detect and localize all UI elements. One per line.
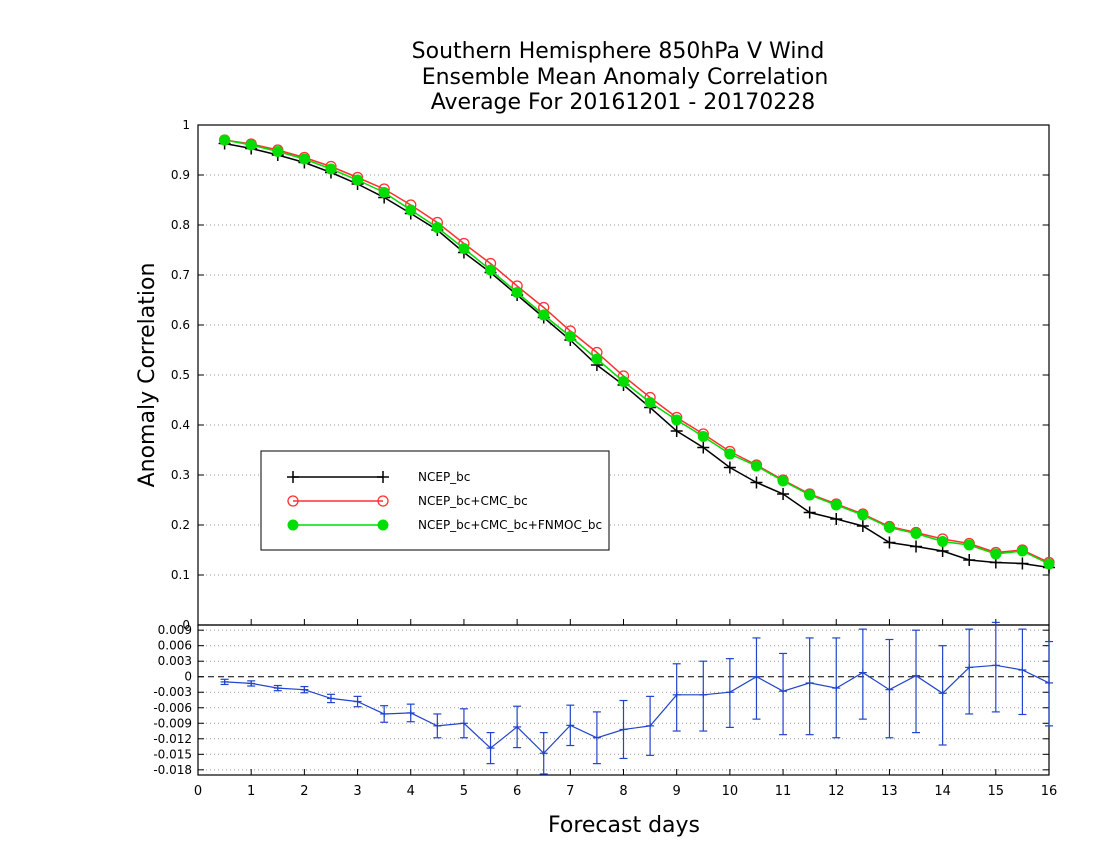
y-tick-label: 0.1 — [171, 568, 190, 582]
x-tick-label: 16 — [1041, 784, 1058, 799]
data-point — [750, 460, 762, 472]
y-tick-label: 0.7 — [171, 268, 190, 282]
data-point — [1016, 545, 1028, 557]
y-tick-label: 0.006 — [158, 639, 192, 653]
data-point — [857, 509, 869, 521]
data-point — [245, 139, 257, 151]
data-point — [538, 309, 550, 321]
legend-marker — [287, 495, 299, 507]
data-point — [777, 475, 789, 487]
data-point — [990, 548, 1002, 560]
data-point — [405, 204, 417, 216]
x-tick-label: 0 — [194, 784, 202, 799]
data-point — [591, 353, 603, 365]
x-axis-label: Forecast days — [548, 813, 700, 838]
legend-marker — [287, 519, 299, 531]
x-tick-label: 8 — [619, 784, 627, 799]
data-point — [352, 174, 364, 186]
legend-marker — [377, 519, 389, 531]
y-tick-label: 0.9 — [171, 168, 190, 182]
data-point — [219, 134, 231, 146]
y-tick-label: 0.5 — [171, 368, 190, 382]
chart-title-line-3: Average For 20161201 - 20170228 — [431, 90, 816, 115]
legend-label: NCEP_bc+CMC_bc+FNMOC_bc — [418, 518, 602, 532]
x-tick-label: 1 — [247, 784, 255, 799]
x-tick-label: 14 — [934, 784, 951, 799]
data-point — [671, 414, 683, 426]
data-point — [883, 522, 895, 533]
data-point — [325, 163, 337, 175]
data-point — [963, 539, 975, 551]
data-point — [910, 528, 922, 539]
x-tick-label: 10 — [722, 784, 739, 799]
data-point — [431, 222, 443, 233]
data-point — [1043, 558, 1055, 570]
y-tick-label: -0.003 — [153, 685, 192, 699]
data-point — [298, 153, 310, 165]
y-tick-label: 0 — [182, 618, 190, 632]
y-tick-label: 1 — [182, 118, 190, 132]
x-tick-label: 6 — [513, 784, 521, 799]
data-point — [458, 243, 470, 254]
y-tick-label: 0.8 — [171, 218, 190, 232]
x-tick-label: 7 — [566, 784, 574, 799]
data-point — [697, 431, 709, 442]
data-point — [724, 448, 736, 460]
y-tick-label: 0.2 — [171, 518, 190, 532]
chart-title-line-1: Southern Hemisphere 850hPa V Wind — [412, 39, 825, 64]
x-tick-label: 2 — [300, 784, 308, 799]
data-point — [644, 397, 656, 408]
data-point — [485, 264, 497, 276]
y-tick-label: -0.012 — [153, 732, 192, 746]
data-point — [272, 146, 284, 157]
y-tick-label: 0.009 — [158, 623, 192, 637]
x-tick-label: 15 — [988, 784, 1005, 799]
y-tick-label: 0 — [184, 670, 192, 684]
data-point — [937, 536, 949, 547]
data-point — [564, 331, 576, 342]
x-tick-label: 3 — [353, 784, 361, 799]
data-point — [511, 287, 523, 298]
legend-marker — [377, 495, 389, 507]
x-tick-label: 9 — [673, 784, 681, 799]
x-tick-label: 12 — [828, 784, 845, 799]
y-tick-label: 0.6 — [171, 318, 190, 332]
x-tick-label: 13 — [881, 784, 898, 799]
plot-area: 0.1 0.2 0.3 0.4 0.5 0.6 0.7 0.8 0.9 1 0.009 0.0060.… — [153, 118, 1057, 799]
data-point — [378, 187, 390, 198]
difference-line — [224, 664, 1050, 755]
x-tick-label: 11 — [775, 784, 792, 799]
y-tick-label: -0.006 — [153, 701, 192, 715]
y-tick-label: 0.4 — [171, 418, 190, 432]
data-point — [618, 376, 629, 387]
x-tick-label: 4 — [407, 784, 415, 799]
chart-title-line-2: Ensemble Mean Anomaly Correlation — [422, 65, 829, 90]
y-tick-label: 0.3 — [171, 468, 190, 482]
y-tick-label: 0.003 — [158, 654, 192, 668]
y-tick-label: -0.015 — [153, 747, 192, 761]
y-tick-label: -0.009 — [153, 716, 192, 730]
legend-label: NCEP_bc — [418, 470, 470, 484]
legend-label: NCEP_bc+CMC_bc — [418, 494, 528, 508]
data-point — [830, 499, 842, 511]
y-axis-label: Anomaly Correlation — [135, 263, 160, 488]
data-point — [804, 489, 816, 501]
y-tick-label: -0.018 — [153, 763, 192, 777]
x-tick-label: 5 — [460, 784, 468, 799]
